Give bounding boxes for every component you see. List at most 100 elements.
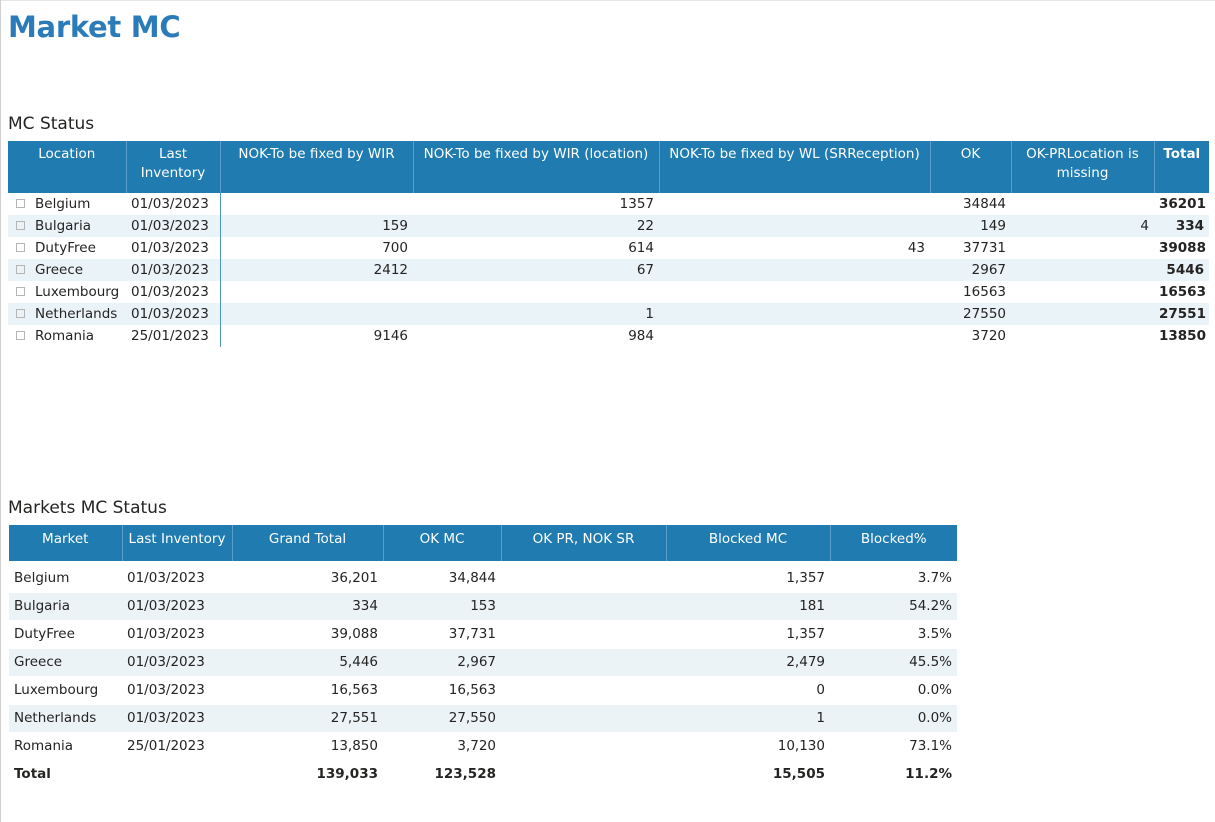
cell-total: 13850	[1159, 328, 1206, 344]
cell-nok-wl	[659, 303, 930, 325]
cell-ok: 16563	[963, 284, 1006, 300]
table-row[interactable]: Luxembourg 01/03/2023 16,563 16,563 0 0.0%	[9, 676, 957, 705]
cell-ok-prlocation-missing	[1011, 325, 1154, 347]
table-row[interactable]: Greece 01/03/2023 2412 67 2967 5446	[8, 259, 1209, 281]
cell-last-inventory: 01/03/2023	[122, 676, 232, 705]
expand-icon[interactable]	[16, 198, 25, 208]
table-row[interactable]: Netherlands 01/03/2023 1 27550 27551	[8, 303, 1209, 325]
cell-ok: 2967	[930, 259, 1011, 281]
cell-market: Bulgaria	[9, 592, 122, 621]
cell-ok-mc: 153	[383, 592, 501, 621]
mc-status-title: MC Status	[8, 114, 95, 134]
table-row[interactable]: Greece 01/03/2023 5,446 2,967 2,479 45.5%	[9, 648, 957, 677]
cell-ok-mc: 27,550	[383, 704, 501, 733]
cell-blocked-mc: 1	[666, 704, 830, 733]
cell-last-inventory: 25/01/2023	[126, 325, 221, 347]
cell-ok-pr-nok-sr	[501, 648, 666, 677]
cell-blocked-mc: 181	[666, 592, 830, 621]
cell-ok: 37731	[963, 240, 1006, 256]
cell-ok-prlocation-missing	[1011, 303, 1154, 325]
cell-market: Romania	[9, 732, 122, 761]
table-row[interactable]: Belgium 01/03/2023 1357 34844 36201	[8, 193, 1209, 215]
cell-last-inventory: 01/03/2023	[122, 592, 232, 621]
location-label: Luxembourg	[35, 284, 120, 300]
col-header-ok[interactable]: OK	[930, 141, 1012, 193]
expand-icon[interactable]	[16, 286, 25, 296]
cell-ok-pr-nok-sr	[501, 592, 666, 621]
cell-ok: 27550	[930, 303, 1011, 325]
cell-last-inventory: 01/03/2023	[122, 704, 232, 733]
cell-last-inventory: 01/03/2023	[126, 215, 221, 237]
cell-nok-wir-location: 1357	[619, 196, 654, 212]
cell-last-inventory: 01/03/2023	[126, 237, 221, 259]
table-row[interactable]: Netherlands 01/03/2023 27,551 27,550 1 0.0%	[9, 704, 957, 733]
cell-market: Netherlands	[9, 704, 122, 733]
col-header-total[interactable]: Total	[1154, 141, 1209, 193]
col-header-blocked-percent[interactable]: Blocked%	[830, 525, 957, 561]
cell-blocked-mc: 10,130	[666, 732, 830, 761]
col-header-nok-wl[interactable]: NOK-To be fixed by WL (SRReception)	[659, 141, 931, 193]
cell-grand-total: 36,201	[232, 561, 383, 593]
location-label: DutyFree	[35, 240, 96, 256]
cell-market: DutyFree	[9, 620, 122, 649]
cell-blocked-percent: 3.5%	[830, 620, 957, 649]
cell-last-inventory: 25/01/2023	[122, 732, 232, 761]
cell-nok-wl	[659, 193, 930, 215]
location-label: Bulgaria	[35, 218, 91, 234]
table-row[interactable]: DutyFree 01/03/2023 700 614 43 37731 39088	[8, 237, 1209, 259]
cell-blocked-percent: 0.0%	[830, 704, 957, 733]
cell-blocked-mc: 0	[666, 676, 830, 705]
cell-grand-total: 334	[232, 592, 383, 621]
cell-location: Luxembourg	[8, 281, 126, 303]
location-label: Netherlands	[35, 306, 118, 322]
table-row[interactable]: Romania 25/01/2023 9146 984 3720 13850	[8, 325, 1209, 347]
cell-ok-mc: 16,563	[383, 676, 501, 705]
cell-nok-wir: 9146	[373, 328, 408, 344]
cell-location: Netherlands	[8, 303, 126, 325]
cell-ok-prlocation-missing	[1011, 237, 1154, 259]
total-ok-pr-nok-sr	[501, 760, 666, 789]
col-header-location[interactable]: Location	[8, 141, 127, 193]
cell-blocked-mc: 1,357	[666, 620, 830, 649]
col-header-blocked-mc[interactable]: Blocked MC	[666, 525, 831, 561]
cell-blocked-percent: 0.0%	[830, 676, 957, 705]
col-header-market[interactable]: Market	[9, 525, 123, 561]
expand-icon[interactable]	[16, 308, 25, 318]
cell-last-inventory: 01/03/2023	[122, 561, 232, 593]
page-title: Market MC	[8, 10, 181, 44]
table-row[interactable]: Romania 25/01/2023 13,850 3,720 10,130 73.1%	[9, 732, 957, 761]
col-header-nok-wir[interactable]: NOK-To be fixed by WIR	[220, 141, 414, 193]
cell-blocked-mc: 2,479	[666, 648, 830, 677]
col-header-nok-wir-location[interactable]: NOK-To be fixed by WIR (location)	[413, 141, 660, 193]
expand-icon[interactable]	[16, 242, 25, 252]
markets-status-title: Markets MC Status	[8, 498, 167, 518]
col-header-last-inventory[interactable]: Last Inventory	[126, 141, 221, 193]
total-grand-total: 139,033	[232, 760, 383, 789]
table-row[interactable]: Luxembourg 01/03/2023 16563 16563	[8, 281, 1209, 303]
cell-location: Belgium	[8, 193, 126, 215]
cell-ok-mc: 34,844	[383, 561, 501, 593]
total-blocked-mc: 15,505	[666, 760, 830, 789]
col-header-ok-mc[interactable]: OK MC	[383, 525, 502, 561]
cell-grand-total: 39,088	[232, 620, 383, 649]
cell-nok-wir-location	[413, 281, 659, 303]
expand-icon[interactable]	[16, 264, 25, 274]
cell-last-inventory: 01/03/2023	[126, 259, 221, 281]
cell-ok-pr-nok-sr	[501, 561, 666, 593]
col-header-grand-total[interactable]: Grand Total	[232, 525, 384, 561]
cell-location: DutyFree	[8, 237, 126, 259]
mc-header-row: Location Last Inventory NOK-To be fixed …	[8, 141, 1209, 193]
expand-icon[interactable]	[16, 220, 25, 230]
cell-grand-total: 5,446	[232, 648, 383, 677]
table-row[interactable]: Bulgaria 01/03/2023 159 22 149 4 334	[8, 215, 1209, 237]
col-header-last-inventory[interactable]: Last Inventory	[122, 525, 233, 561]
cell-nok-wl: 43	[907, 240, 925, 256]
cell-ok-pr-nok-sr	[501, 620, 666, 649]
table-row[interactable]: Belgium 01/03/2023 36,201 34,844 1,357 3.7%	[9, 561, 957, 593]
col-header-ok-pr-nok-sr[interactable]: OK PR, NOK SR	[501, 525, 667, 561]
col-header-ok-prlocation-missing[interactable]: OK-PRLocation is missing	[1011, 141, 1155, 193]
table-row[interactable]: Bulgaria 01/03/2023 334 153 181 54.2%	[9, 592, 957, 621]
total-label: Total	[9, 760, 122, 789]
table-row[interactable]: DutyFree 01/03/2023 39,088 37,731 1,357 3.5%	[9, 620, 957, 649]
expand-icon[interactable]	[16, 330, 25, 340]
